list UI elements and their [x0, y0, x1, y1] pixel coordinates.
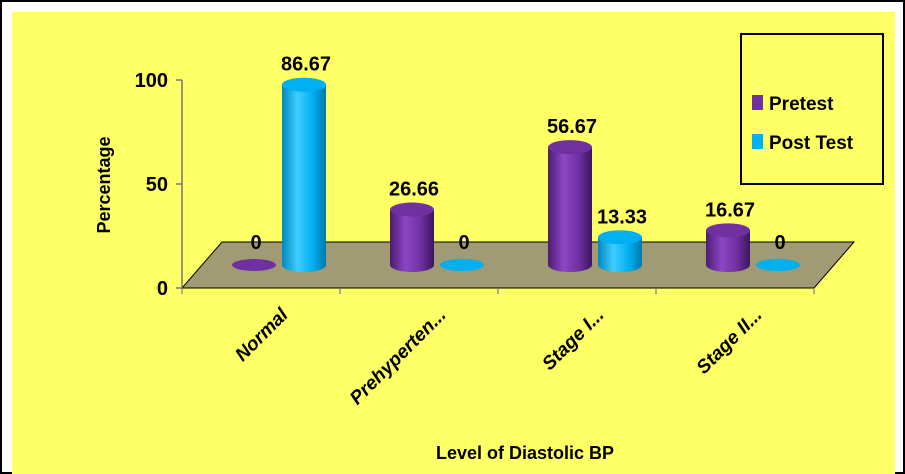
bar-posttest: [756, 259, 800, 271]
legend-box: [740, 33, 884, 185]
data-label: 56.67: [547, 116, 597, 138]
bar-top: [706, 223, 750, 238]
legend-swatch-posttest: [752, 134, 763, 149]
bar-top: [548, 140, 592, 155]
bar-posttest: [598, 230, 642, 272]
y-tick-label: 100: [135, 70, 168, 92]
bar-pretest: [390, 202, 434, 272]
legend: Pretest Post Test: [740, 33, 884, 185]
bar-body: [706, 230, 750, 272]
y-tick-label: 50: [146, 174, 168, 196]
bar-top: [756, 259, 800, 271]
bar-top: [598, 230, 642, 245]
legend-label-pretest: Pretest: [769, 94, 834, 115]
data-label: 16.67: [705, 199, 755, 221]
data-label: 0: [250, 232, 261, 254]
data-label: 26.66: [389, 179, 439, 201]
data-label: 0: [458, 232, 469, 254]
bar-pretest: [706, 223, 750, 272]
bar-pretest: [232, 259, 276, 271]
legend-swatch-pretest: [752, 95, 763, 110]
bar-top: [232, 259, 276, 271]
bar-pretest: [548, 140, 592, 272]
bar-posttest: [282, 77, 326, 272]
bar-top: [282, 77, 326, 92]
chart-floor: [180, 241, 856, 289]
x-axis-title: Level of Diastolic BP: [436, 443, 614, 463]
bar-body: [598, 237, 642, 272]
bar-top: [440, 259, 484, 271]
y-axis-title: Percentage: [94, 136, 114, 233]
bar-posttest: [440, 259, 484, 271]
data-label: 13.33: [597, 206, 647, 228]
bar-body: [390, 209, 434, 272]
data-label: 0: [774, 232, 785, 254]
y-tick-label: 0: [157, 278, 168, 300]
bar-body: [548, 147, 592, 272]
legend-label-posttest: Post Test: [769, 133, 854, 154]
data-label: 86.67: [281, 54, 331, 76]
bar-top: [390, 202, 434, 217]
bar-body: [282, 84, 326, 272]
